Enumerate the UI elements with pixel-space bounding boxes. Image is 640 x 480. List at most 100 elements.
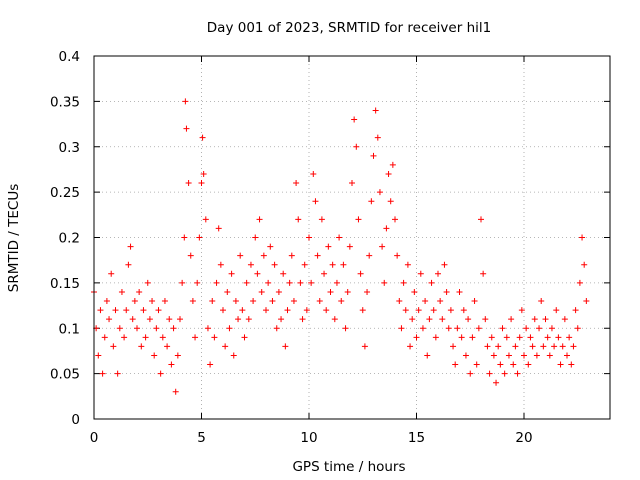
data-point [467, 370, 474, 377]
data-point [439, 316, 446, 323]
x-tick-label: 5 [197, 430, 206, 446]
data-point [288, 252, 295, 259]
axis-ticks: 0 0.05 0.1 0.15 0.2 0.25 0.3 0.35 0.4 0 5 10 15 20 [50, 49, 610, 446]
chart-title: Day 001 of 2023, SRMTID for receiver hil… [207, 20, 491, 36]
data-point [254, 270, 261, 277]
data-point [146, 316, 153, 323]
data-point [161, 298, 168, 305]
data-point [118, 288, 125, 295]
data-point [194, 279, 201, 286]
data-point [497, 361, 504, 368]
data-point [159, 334, 166, 341]
data-point [198, 180, 205, 187]
grid-lines [94, 56, 610, 419]
data-point [323, 307, 330, 314]
data-point [303, 307, 310, 314]
data-point [516, 334, 523, 341]
data-point [316, 298, 323, 305]
data-point [293, 180, 300, 187]
data-point [484, 343, 491, 350]
data-point [456, 288, 463, 295]
data-point [355, 216, 362, 223]
data-point [452, 361, 459, 368]
y-tick-label: 0.15 [50, 276, 80, 292]
data-point [258, 288, 265, 295]
data-point [312, 198, 319, 205]
data-point [220, 307, 226, 314]
x-tick-label: 15 [408, 430, 425, 446]
data-point [368, 198, 375, 205]
data-point [475, 325, 482, 332]
data-point [177, 316, 183, 323]
y-tick-label: 0.4 [59, 49, 80, 65]
data-point [564, 352, 570, 359]
data-point [237, 252, 244, 259]
data-point [430, 307, 437, 314]
data-point [374, 134, 381, 141]
y-tick-label: 0.25 [50, 185, 80, 201]
data-point [241, 334, 248, 341]
y-tick-label: 0.2 [59, 231, 80, 247]
data-point [327, 288, 334, 295]
data-point [256, 216, 263, 223]
data-point [432, 334, 439, 341]
x-tick-label: 10 [300, 430, 317, 446]
data-point [548, 325, 555, 332]
x-tick-label: 20 [515, 430, 532, 446]
data-point [471, 298, 478, 305]
data-point [486, 370, 493, 377]
data-point [409, 316, 416, 323]
data-point [199, 134, 206, 141]
data-point [499, 325, 506, 332]
data-point [533, 352, 540, 359]
x-tick-label: 0 [90, 430, 99, 446]
data-point [553, 307, 560, 314]
data-point [125, 261, 132, 268]
y-tick-label: 0.3 [59, 140, 80, 156]
data-point [136, 288, 143, 295]
data-point [415, 307, 422, 314]
data-point [555, 334, 562, 341]
data-point [273, 325, 280, 332]
data-point [372, 107, 379, 114]
data-point [134, 325, 140, 332]
data-point [263, 307, 269, 314]
data-point [275, 288, 282, 295]
data-point [108, 270, 115, 277]
data-point [131, 298, 138, 305]
data-point [538, 298, 545, 305]
data-point [179, 279, 186, 286]
data-point [299, 316, 306, 323]
data-point [359, 307, 366, 314]
data-point [295, 216, 302, 223]
data-point [579, 234, 586, 241]
data-point [97, 307, 104, 314]
data-point [413, 334, 420, 341]
data-point [235, 316, 242, 323]
data-point [239, 307, 246, 314]
data-point [138, 343, 145, 350]
data-point [192, 334, 199, 341]
data-point [561, 316, 568, 323]
data-point [232, 298, 239, 305]
data-point [226, 325, 233, 332]
data-point [144, 279, 151, 286]
data-point [215, 225, 222, 232]
data-point [379, 243, 386, 250]
data-point [546, 352, 553, 359]
data-point [213, 279, 220, 286]
data-point [542, 316, 549, 323]
data-point [308, 279, 315, 286]
data-point [364, 288, 371, 295]
data-point [278, 316, 285, 323]
data-point [540, 343, 547, 350]
data-point [400, 279, 407, 286]
data-point [172, 388, 179, 395]
data-point [185, 180, 192, 187]
data-point [523, 325, 530, 332]
data-point [572, 307, 579, 314]
data-point [441, 261, 448, 268]
data-point [531, 316, 538, 323]
data-point [488, 334, 495, 341]
y-tick-label: 0 [71, 412, 80, 428]
